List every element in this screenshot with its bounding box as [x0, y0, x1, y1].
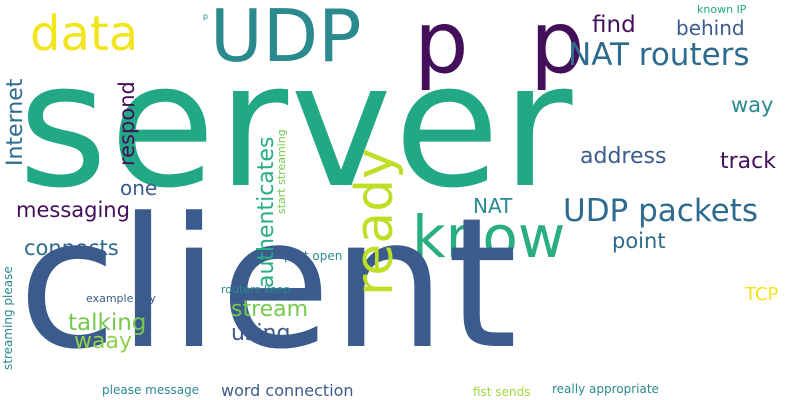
word-talking: talking [68, 310, 147, 336]
word-udp: UDP [210, 0, 362, 78]
word-tcp: TCP [745, 284, 779, 305]
word-fist-sends: fist sends [473, 385, 531, 399]
word-know: know [412, 203, 566, 271]
word-routers-keep: routers keep [221, 283, 291, 296]
word-p-first: p [414, 0, 469, 93]
word-word-connection: word connection [221, 381, 354, 400]
word-tiny-p: p [203, 12, 209, 21]
word-stream: stream [231, 297, 309, 322]
word-p-second: p [530, 0, 585, 93]
word-address: address [580, 144, 667, 169]
word-known-ip: known IP [697, 3, 747, 16]
word-using: using [231, 321, 291, 346]
word-waay: waay [74, 329, 132, 354]
word-behind: behind [676, 16, 745, 40]
word-example-say: example say [86, 292, 156, 305]
word-internet: Internet [3, 78, 28, 166]
word-start-streaming: start streaming [275, 129, 288, 214]
word-please-message: please message [102, 383, 200, 397]
word-ready: ready [345, 148, 405, 296]
word-really-appropriate: really appropriate [552, 382, 659, 396]
word-respond: respond [115, 81, 139, 166]
word-data: data [30, 6, 139, 62]
word-streaming-please: streaming please [1, 266, 15, 370]
word-messaging: messaging [16, 198, 130, 222]
word-client: client [18, 180, 519, 389]
word-track: track [720, 149, 776, 174]
word-find: find [592, 12, 636, 38]
word-server: server [18, 25, 575, 226]
word-port-open: port open [284, 249, 343, 263]
word-udp-packets: UDP packets [563, 193, 759, 229]
word-one: one [120, 176, 158, 200]
word-nat-routers: NAT routers [568, 37, 750, 73]
word-nat: NAT [473, 194, 513, 218]
word-connects: connects [24, 236, 119, 260]
word-point: point [612, 229, 666, 253]
word-way: way [731, 93, 774, 117]
